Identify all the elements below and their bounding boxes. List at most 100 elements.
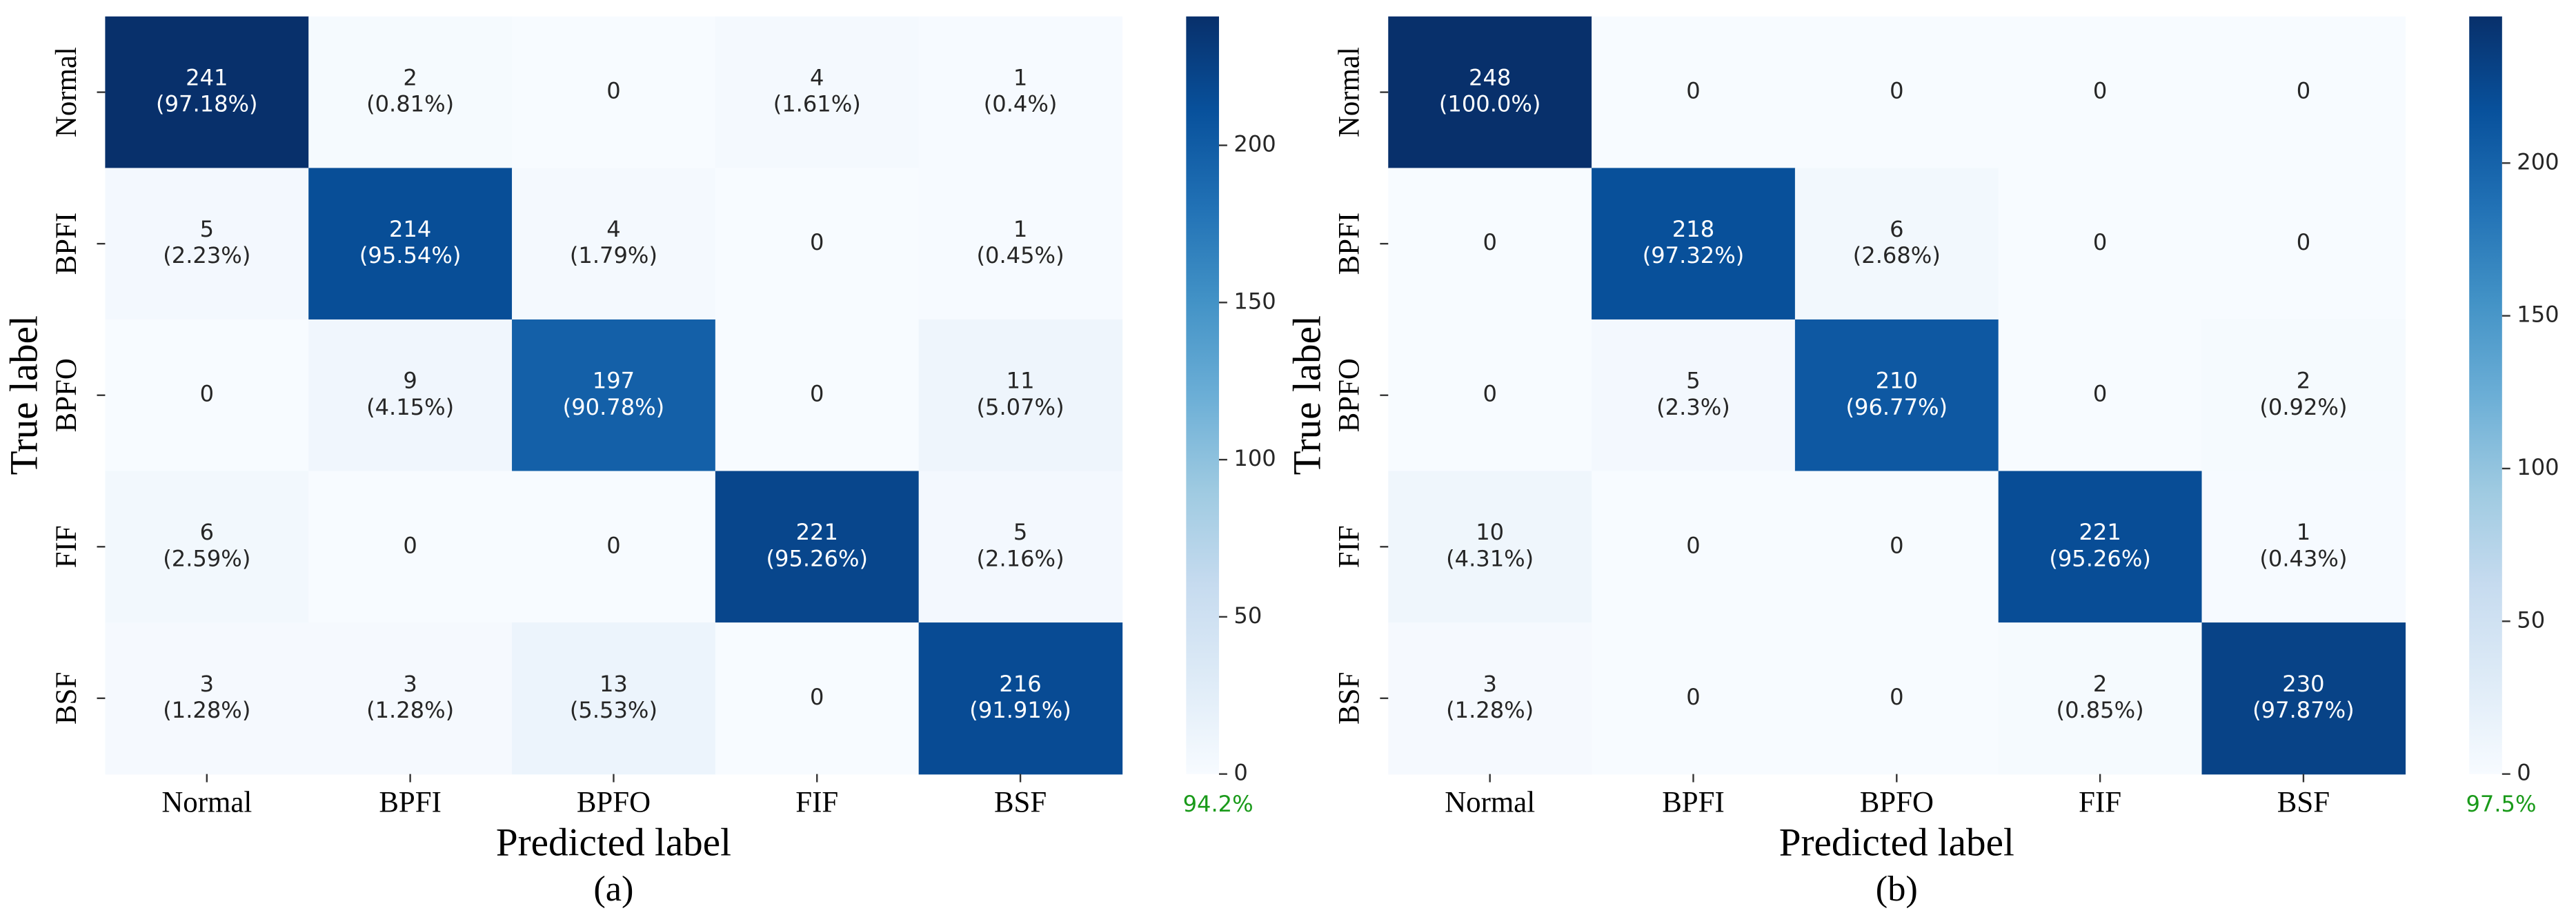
cell-percent: (2.23%) (163, 242, 250, 268)
cell-count: 0 (1686, 684, 1700, 710)
cell-count: 0 (606, 532, 620, 558)
colorbar-tick-label: 100 (2517, 454, 2559, 480)
heatmap-cell (2201, 16, 2406, 169)
cell-percent: (1.28%) (1446, 697, 1534, 723)
heatmap-cell (512, 471, 716, 623)
heatmap-cell (308, 16, 513, 169)
cell-count: 0 (2297, 229, 2310, 255)
accuracy-annotation: 94.2% (1183, 791, 1254, 817)
cell-count: 0 (2093, 229, 2107, 255)
heatmap-cell (1998, 471, 2203, 623)
colorbar-tick-label: 0 (1233, 760, 1247, 786)
cell-percent: (2.68%) (1853, 242, 1941, 268)
heatmap-cell (1388, 622, 1592, 775)
heatmap-cell (715, 471, 920, 623)
y-tick-label: BSF (1334, 672, 1366, 725)
heatmap-cell (308, 622, 513, 775)
heatmap-cell (105, 319, 309, 472)
cell-count: 216 (999, 671, 1041, 697)
heatmap-cell (715, 319, 920, 472)
heatmap-cell (1388, 319, 1592, 472)
colorbar-tick-label: 100 (1233, 445, 1276, 471)
y-axis-label: True label (3, 315, 46, 475)
x-tick-label: Normal (161, 787, 252, 819)
heatmap-cell (1998, 622, 2203, 775)
x-tick-label: BSF (2277, 787, 2330, 819)
heatmap-cell (105, 168, 309, 320)
cell-percent: (95.26%) (2049, 545, 2151, 571)
heatmap-cell (2201, 471, 2406, 623)
cell-count: 6 (200, 519, 214, 545)
cell-count: 0 (403, 532, 417, 558)
colorbar (1186, 16, 1219, 774)
heatmap-cell (715, 622, 920, 775)
cell-count: 0 (1890, 78, 1903, 104)
cell-count: 221 (796, 519, 838, 545)
cell-percent: (95.26%) (766, 545, 868, 571)
x-tick-label: Normal (1445, 787, 1535, 819)
cell-count: 2 (403, 65, 417, 91)
cell-percent: (2.16%) (977, 545, 1064, 571)
heatmap-cell (1592, 471, 1796, 623)
heatmap-cell (918, 168, 1123, 320)
cell-percent: (4.31%) (1446, 545, 1534, 571)
cell-count: 248 (1469, 65, 1511, 91)
heatmap-cell (1592, 168, 1796, 320)
heatmap-cell (105, 622, 309, 775)
cell-count: 0 (810, 229, 824, 255)
cell-count: 4 (606, 216, 620, 242)
cell-percent: (97.87%) (2252, 697, 2355, 723)
heatmap-cell (918, 319, 1123, 472)
heatmap-cell (1388, 471, 1592, 623)
heatmap-cell (1998, 319, 2203, 472)
heatmap-cell (1794, 471, 1999, 623)
cell-count: 230 (2282, 671, 2324, 697)
y-tick-label: BPFI (1334, 213, 1366, 275)
cell-count: 0 (810, 381, 824, 407)
y-tick-label: FIF (1334, 525, 1366, 568)
y-tick-label: BPFI (50, 213, 83, 275)
heatmap-cell (1592, 319, 1796, 472)
cell-percent: (0.85%) (2057, 697, 2144, 723)
cell-percent: (0.4%) (984, 91, 1058, 117)
cell-percent: (100.0%) (1439, 91, 1541, 117)
cell-count: 0 (200, 381, 214, 407)
y-tick-label: Normal (50, 47, 83, 137)
cell-percent: (2.59%) (163, 545, 250, 571)
cell-count: 3 (403, 671, 417, 697)
heatmap-cell (512, 168, 716, 320)
heatmap-cell (512, 16, 716, 169)
caption: (b) (1876, 869, 1918, 909)
cell-count: 2 (2297, 368, 2310, 394)
heatmap-cell (105, 471, 309, 623)
colorbar-tick-label: 0 (2517, 760, 2530, 786)
cell-percent: (97.18%) (156, 91, 258, 117)
cell-count: 0 (1890, 684, 1903, 710)
heatmap-cell (105, 16, 309, 169)
heatmap-cell (2201, 168, 2406, 320)
x-axis-label: Predicted label (1779, 821, 2014, 865)
heatmap-cell (1998, 16, 2203, 169)
cell-count: 4 (810, 65, 824, 91)
heatmap-cell (1388, 168, 1592, 320)
heatmap-cell (308, 168, 513, 320)
heatmap-cell (1592, 16, 1796, 169)
cell-count: 0 (810, 684, 824, 710)
heatmap-cell (512, 622, 716, 775)
cell-percent: (90.78%) (563, 394, 665, 420)
x-tick-label: BPFI (1662, 787, 1725, 819)
heatmap-cell (308, 319, 513, 472)
cell-percent: (1.61%) (773, 91, 861, 117)
colorbar-tick-label: 200 (1233, 131, 1276, 157)
cell-percent: (91.91%) (969, 697, 1071, 723)
cell-percent: (5.53%) (570, 697, 657, 723)
x-tick-label: FIF (2079, 787, 2121, 819)
cell-percent: (5.07%) (977, 394, 1064, 420)
cell-count: 5 (1013, 519, 1027, 545)
cell-count: 13 (600, 671, 628, 697)
colorbar-tick-label: 150 (2517, 302, 2559, 328)
cell-count: 1 (1013, 216, 1027, 242)
heatmap-cell (1794, 16, 1999, 169)
cell-percent: (4.15%) (366, 394, 454, 420)
